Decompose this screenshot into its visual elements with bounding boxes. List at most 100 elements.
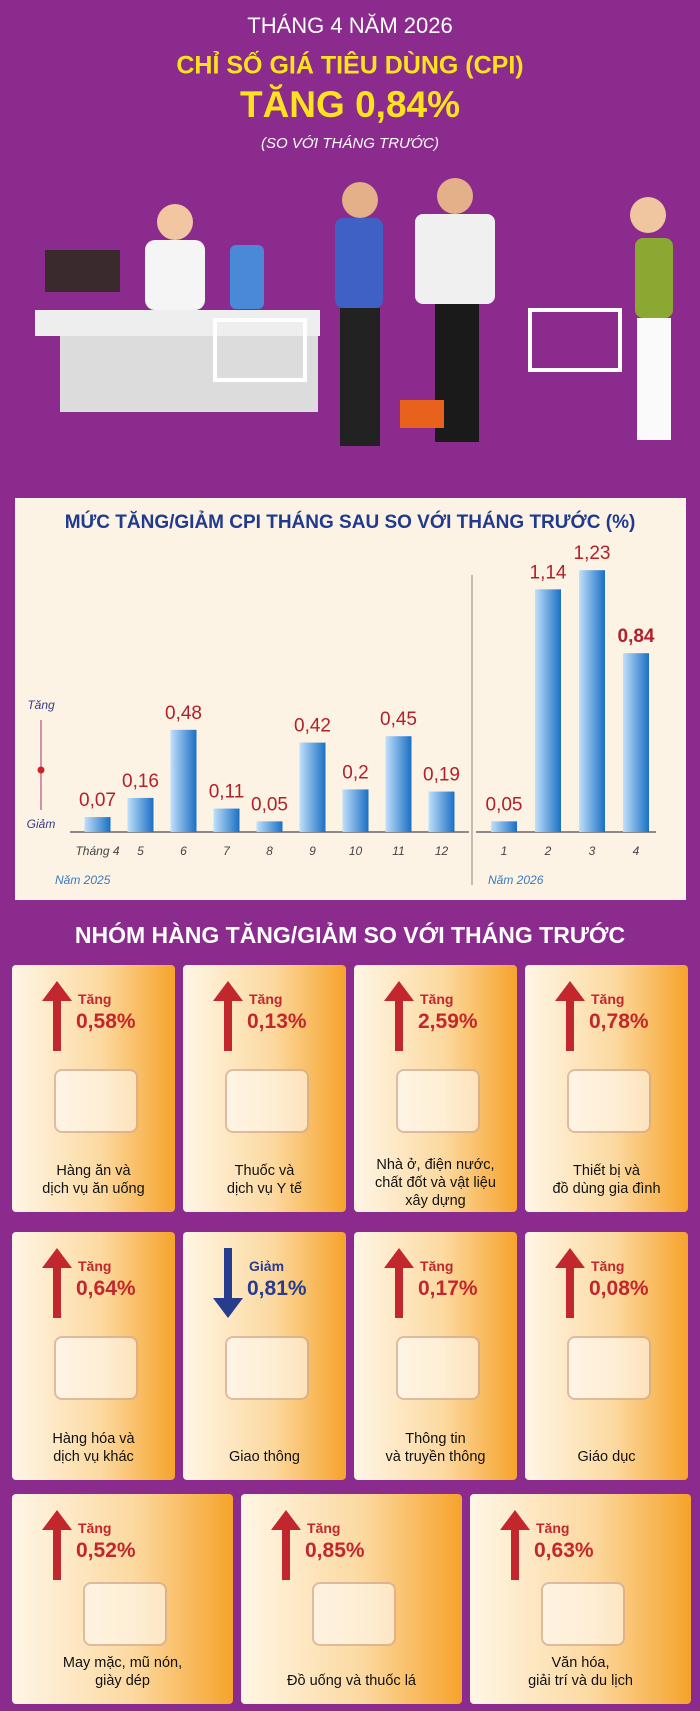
group-card: Tăng 0,13% Thuốc và dịch vụ Y tế [183,965,346,1212]
x-tick-label: Tháng 4 [75,844,119,858]
change-value: 0,63% [534,1539,594,1562]
x-tick-label: 2 [544,844,552,858]
year-label: Năm 2025 [55,873,111,887]
counter-top [35,310,320,336]
trend-arrow [555,1248,585,1318]
cashier-body [145,240,205,310]
group-card: Tăng 0,64% Hàng hóa và dịch vụ khác [12,1232,175,1480]
trend-arrow [500,1510,530,1580]
group-icon [311,1582,396,1647]
change-value: 0,52% [76,1539,136,1562]
cart [213,318,307,382]
change-label: Giảm [249,1258,285,1274]
x-tick-label: 7 [223,844,231,858]
value-label: 0,42 [294,716,331,737]
trend-arrow [42,1510,72,1580]
change-label: Tăng [591,991,625,1007]
chart-panel [15,498,686,900]
cart [528,308,622,372]
change-label: Tăng [78,1258,112,1274]
change-value: 0,17% [418,1277,478,1300]
subtitle: THÁNG 4 NĂM 2026 [247,13,452,38]
group-icon [224,1336,309,1401]
bar [127,797,154,832]
value-label: 1,14 [530,562,567,583]
value-label: 0,11 [209,782,245,803]
group-icon [82,1582,167,1647]
group-icon [566,1068,651,1133]
arrow-shape [555,981,585,1051]
x-tick-label: 4 [633,844,640,858]
register [45,250,120,292]
change-label: Tăng [307,1520,341,1536]
change-label: Tăng [78,991,112,1007]
group-label: May mặc, mũ nón, giày dép [62,1655,183,1689]
change-label: Tăng [536,1520,570,1536]
group-label: Văn hóa, giải trí và du lịch [528,1655,633,1689]
group-icon [540,1582,625,1647]
x-tick-label: 1 [501,844,508,858]
headline: TĂNG 0,84% [240,84,460,125]
group-card: Giảm 0,81% Giao thông [183,1232,346,1480]
group-icon [53,1336,138,1401]
value-label: 0,84 [618,626,655,647]
basket [400,400,444,428]
group-icon [53,1068,138,1133]
group-icon [566,1336,651,1401]
change-value: 0,08% [589,1277,649,1300]
arrow-shape [500,1510,530,1580]
change-value: 0,78% [589,1010,649,1033]
woman-head [630,197,666,233]
arrow-shape [384,1248,414,1318]
value-label: 0,2 [342,762,368,783]
spacer [15,951,686,953]
year-label: Năm 2026 [488,873,544,887]
group-label: Hàng ăn và dịch vụ ăn uống [42,1163,145,1197]
bar [256,821,283,832]
change-value: 0,13% [247,1010,307,1033]
value-label: 0,19 [423,765,460,786]
bar [579,570,605,832]
cashier-head [157,204,193,240]
trend-arrow [384,981,414,1051]
group-label: Hàng hóa và dịch vụ khác [52,1431,135,1465]
group-icon [395,1068,480,1133]
group-card: Tăng 0,17% Thông tin và truyền thông [354,1232,517,1480]
group-card: Tăng 0,85% Đồ uống và thuốc lá [241,1494,462,1704]
arrow-shape [42,981,72,1051]
group-icon [395,1336,480,1401]
group-label: Giao thông [229,1449,300,1465]
bar [428,791,455,832]
value-label: 0,05 [251,794,288,815]
change-value: 0,58% [76,1010,136,1033]
group-label: Thông tin và truyền thông [385,1431,486,1465]
group-label: Giáo dục [577,1449,636,1465]
group-card: Tăng 0,52% May mặc, mũ nón, giày dép [12,1494,233,1704]
x-tick-label: 9 [309,844,316,858]
change-value: 2,59% [418,1010,478,1033]
arrow-shape [42,1248,72,1318]
change-label: Tăng [420,1258,454,1274]
trend-arrow [555,981,585,1051]
group-card: Tăng 0,08% Giáo dục [525,1232,688,1480]
x-tick-label: 12 [435,844,449,858]
group-label: Nhà ở, điện nước, chất đốt và vật liệu x… [375,1157,496,1209]
x-tick-label: 3 [589,844,596,858]
value-label: 0,07 [79,790,116,811]
value-label: 1,23 [574,543,611,564]
bar [170,729,197,832]
man-legs [340,308,380,446]
trend-arrow [384,1248,414,1318]
value-label: 0,48 [165,703,202,724]
arrow-shape [271,1510,301,1580]
trend-arrow [271,1510,301,1580]
change-label: Tăng [591,1258,625,1274]
man-body [335,218,383,308]
arrow-shape [213,1248,243,1318]
group-card: Tăng 0,63% Văn hóa, giải trí và du lịch [470,1494,691,1704]
change-label: Tăng [420,991,454,1007]
axis-up-label: Tăng [27,698,55,712]
arrow-shape [213,981,243,1051]
